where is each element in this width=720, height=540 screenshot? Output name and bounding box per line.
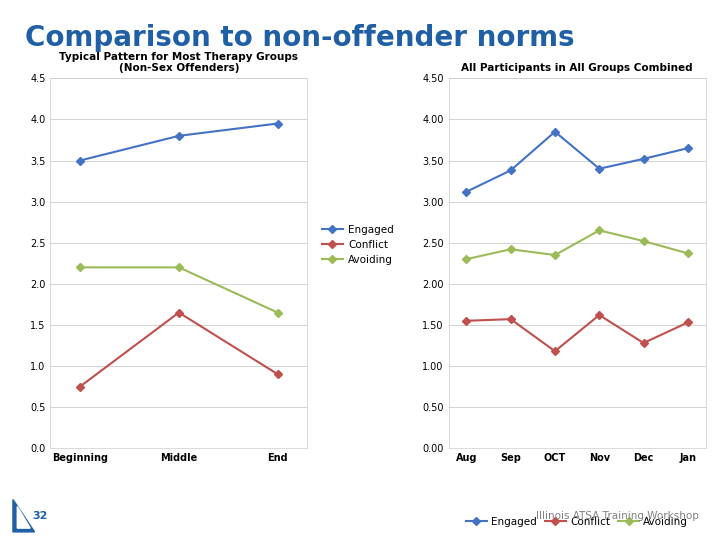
- Avoiding: [551, 252, 559, 258]
- Avoiding: [683, 250, 692, 256]
- Legend: Engaged, Conflict, Avoiding: Engaged, Conflict, Avoiding: [462, 512, 693, 531]
- Avoiding: [174, 264, 183, 271]
- Conflict: [174, 309, 183, 316]
- Engaged: [174, 133, 183, 139]
- Text: Comparison to non-offender norms: Comparison to non-offender norms: [25, 24, 575, 52]
- Line: Engaged: Engaged: [464, 129, 690, 194]
- Line: Conflict: Conflict: [77, 310, 281, 389]
- Line: Avoiding: Avoiding: [77, 265, 281, 315]
- Conflict: [639, 340, 648, 346]
- Engaged: [639, 156, 648, 162]
- Avoiding: [274, 309, 282, 316]
- Engaged: [76, 157, 84, 164]
- Conflict: [506, 316, 515, 322]
- Engaged: [274, 120, 282, 127]
- Conflict: [683, 319, 692, 326]
- Conflict: [595, 312, 603, 318]
- Engaged: [683, 145, 692, 151]
- Engaged: [595, 165, 603, 172]
- Conflict: [551, 348, 559, 354]
- Avoiding: [76, 264, 84, 271]
- Avoiding: [506, 246, 515, 253]
- Text: 32: 32: [32, 511, 48, 521]
- Line: Engaged: Engaged: [77, 121, 281, 163]
- Line: Conflict: Conflict: [464, 312, 690, 354]
- Conflict: [274, 371, 282, 377]
- Avoiding: [595, 227, 603, 234]
- Title: Typical Pattern for Most Therapy Groups
(Non-Sex Offenders): Typical Pattern for Most Therapy Groups …: [59, 52, 298, 73]
- Title: All Participants in All Groups Combined: All Participants in All Groups Combined: [462, 63, 693, 73]
- Engaged: [506, 167, 515, 173]
- Conflict: [76, 383, 84, 390]
- Avoiding: [639, 238, 648, 244]
- Text: Illinois ATSA Training Workshop: Illinois ATSA Training Workshop: [536, 511, 698, 521]
- Avoiding: [462, 256, 471, 262]
- Engaged: [551, 129, 559, 135]
- Engaged: [462, 188, 471, 195]
- Legend: Engaged, Conflict, Avoiding: Engaged, Conflict, Avoiding: [318, 220, 398, 269]
- Conflict: [462, 318, 471, 324]
- Line: Avoiding: Avoiding: [464, 227, 690, 262]
